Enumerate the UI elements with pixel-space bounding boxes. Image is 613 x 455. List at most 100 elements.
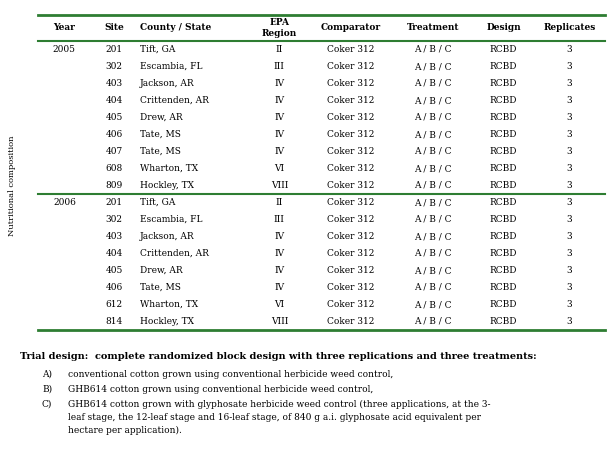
Text: Coker 312: Coker 312 — [327, 232, 375, 241]
Text: Coker 312: Coker 312 — [327, 181, 375, 190]
Text: IV: IV — [274, 130, 284, 139]
Text: 3: 3 — [567, 317, 573, 326]
Text: RCBD: RCBD — [490, 317, 517, 326]
Text: II: II — [276, 45, 283, 54]
Text: 3: 3 — [567, 266, 573, 275]
Text: 201: 201 — [105, 198, 123, 207]
Text: 3: 3 — [567, 164, 573, 173]
Text: RCBD: RCBD — [490, 62, 517, 71]
Text: Nutritional composition: Nutritional composition — [8, 135, 16, 236]
Text: Site: Site — [104, 24, 124, 32]
Text: Escambia, FL: Escambia, FL — [140, 215, 203, 224]
Text: Tift, GA: Tift, GA — [140, 198, 175, 207]
Text: Hockley, TX: Hockley, TX — [140, 317, 194, 326]
Text: leaf stage, the 12-leaf stage and 16-leaf stage, of 840 g a.i. glyphosate acid e: leaf stage, the 12-leaf stage and 16-lea… — [68, 413, 481, 422]
Text: IV: IV — [274, 283, 284, 292]
Text: IV: IV — [274, 266, 284, 275]
Text: Tift, GA: Tift, GA — [140, 45, 175, 54]
Text: A): A) — [42, 370, 52, 379]
Text: Crittenden, AR: Crittenden, AR — [140, 96, 209, 105]
Text: RCBD: RCBD — [490, 266, 517, 275]
Text: 405: 405 — [105, 266, 123, 275]
Text: 3: 3 — [567, 147, 573, 156]
Text: RCBD: RCBD — [490, 130, 517, 139]
Text: 3: 3 — [567, 181, 573, 190]
Text: 3: 3 — [567, 249, 573, 258]
Text: II: II — [276, 198, 283, 207]
Text: A / B / C: A / B / C — [414, 62, 452, 71]
Text: A / B / C: A / B / C — [414, 164, 452, 173]
Text: 405: 405 — [105, 113, 123, 122]
Text: RCBD: RCBD — [490, 147, 517, 156]
Text: Replicates: Replicates — [544, 24, 596, 32]
Text: Wharton, TX: Wharton, TX — [140, 300, 198, 309]
Text: VIII: VIII — [271, 181, 288, 190]
Text: 406: 406 — [105, 283, 123, 292]
Text: A / B / C: A / B / C — [414, 130, 452, 139]
Text: Escambia, FL: Escambia, FL — [140, 62, 203, 71]
Text: RCBD: RCBD — [490, 283, 517, 292]
Text: RCBD: RCBD — [490, 249, 517, 258]
Text: RCBD: RCBD — [490, 198, 517, 207]
Text: A / B / C: A / B / C — [414, 300, 452, 309]
Text: A / B / C: A / B / C — [414, 113, 452, 122]
Text: A / B / C: A / B / C — [414, 181, 452, 190]
Text: Tate, MS: Tate, MS — [140, 130, 181, 139]
Text: Coker 312: Coker 312 — [327, 79, 375, 88]
Text: Drew, AR: Drew, AR — [140, 113, 183, 122]
Text: Tate, MS: Tate, MS — [140, 147, 181, 156]
Text: Treatment: Treatment — [406, 24, 459, 32]
Text: C): C) — [42, 400, 52, 409]
Text: Crittenden, AR: Crittenden, AR — [140, 249, 209, 258]
Text: A / B / C: A / B / C — [414, 283, 452, 292]
Text: Coker 312: Coker 312 — [327, 283, 375, 292]
Text: hectare per application).: hectare per application). — [68, 426, 182, 435]
Text: Coker 312: Coker 312 — [327, 317, 375, 326]
Text: A / B / C: A / B / C — [414, 147, 452, 156]
Text: VI: VI — [274, 300, 284, 309]
Text: A / B / C: A / B / C — [414, 79, 452, 88]
Text: 3: 3 — [567, 300, 573, 309]
Text: Jackson, AR: Jackson, AR — [140, 79, 195, 88]
Text: Coker 312: Coker 312 — [327, 198, 375, 207]
Text: Coker 312: Coker 312 — [327, 113, 375, 122]
Text: 814: 814 — [105, 317, 123, 326]
Text: conventional cotton grown using conventional herbicide weed control,: conventional cotton grown using conventi… — [68, 370, 394, 379]
Text: A / B / C: A / B / C — [414, 249, 452, 258]
Text: III: III — [274, 62, 285, 71]
Text: RCBD: RCBD — [490, 300, 517, 309]
Text: Design: Design — [486, 24, 521, 32]
Text: 3: 3 — [567, 130, 573, 139]
Text: 3: 3 — [567, 79, 573, 88]
Text: RCBD: RCBD — [490, 232, 517, 241]
Text: VIII: VIII — [271, 317, 288, 326]
Text: GHB614 cotton grown using conventional herbicide weed control,: GHB614 cotton grown using conventional h… — [68, 385, 373, 394]
Text: Tate, MS: Tate, MS — [140, 283, 181, 292]
Text: 3: 3 — [567, 215, 573, 224]
Text: A / B / C: A / B / C — [414, 96, 452, 105]
Text: IV: IV — [274, 96, 284, 105]
Text: Drew, AR: Drew, AR — [140, 266, 183, 275]
Text: VI: VI — [274, 164, 284, 173]
Text: Trial design:  complete randomized block design with three replications and thre: Trial design: complete randomized block … — [20, 352, 536, 361]
Text: 3: 3 — [567, 283, 573, 292]
Text: 406: 406 — [105, 130, 123, 139]
Text: 3: 3 — [567, 232, 573, 241]
Text: 403: 403 — [105, 79, 123, 88]
Text: RCBD: RCBD — [490, 215, 517, 224]
Text: RCBD: RCBD — [490, 113, 517, 122]
Text: 3: 3 — [567, 96, 573, 105]
Text: A / B / C: A / B / C — [414, 45, 452, 54]
Text: GHB614 cotton grown with glyphosate herbicide weed control (three applications, : GHB614 cotton grown with glyphosate herb… — [68, 400, 490, 409]
Text: Year: Year — [53, 24, 75, 32]
Text: Coker 312: Coker 312 — [327, 266, 375, 275]
Text: IV: IV — [274, 113, 284, 122]
Text: Coker 312: Coker 312 — [327, 96, 375, 105]
Text: Coker 312: Coker 312 — [327, 130, 375, 139]
Text: Coker 312: Coker 312 — [327, 147, 375, 156]
Text: Coker 312: Coker 312 — [327, 215, 375, 224]
Text: IV: IV — [274, 249, 284, 258]
Text: 407: 407 — [105, 147, 123, 156]
Text: RCBD: RCBD — [490, 79, 517, 88]
Text: 2005: 2005 — [53, 45, 76, 54]
